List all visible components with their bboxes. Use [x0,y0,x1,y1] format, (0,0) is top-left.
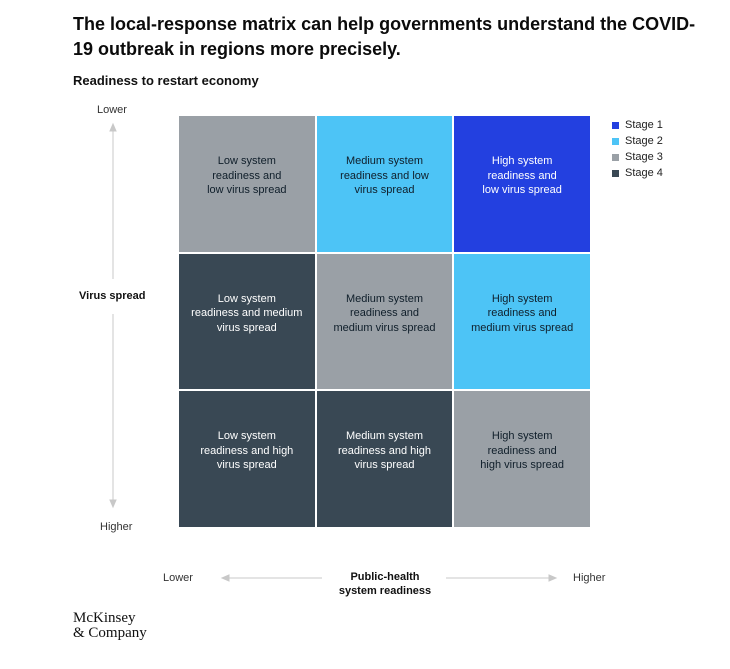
matrix-cell-label: Low system readiness and medium virus sp… [191,292,303,334]
matrix-cell-r3-c2: Medium system readiness and high virus s… [316,391,453,527]
legend-swatch [612,137,619,145]
legend-label: Stage 2 [625,135,663,147]
x-axis-left-label: Lower [163,572,193,584]
matrix-cell-r2-c2: Medium system readiness and medium virus… [316,253,453,390]
matrix-cell-label: High system readiness and medium virus s… [471,292,574,334]
x-axis-title-line2: system readiness [338,585,432,597]
legend-label: Stage 3 [625,151,663,163]
legend-item-stage-3: Stage 3 [612,149,663,165]
legend: Stage 1 Stage 2 Stage 3 Stage 4 [612,117,663,181]
matrix-cell-label: Low system readiness and high virus spre… [200,430,294,472]
legend-swatch [612,153,619,161]
brand-logo: McKinsey & Company [73,611,147,641]
matrix-cell-r1-c1: Low system readiness and low virus sprea… [179,116,315,252]
y-axis-up-arrow-icon [109,122,117,132]
legend-swatch [612,169,619,177]
y-axis-title: Virus spread [79,290,146,302]
y-axis-top-label: Lower [97,104,127,116]
legend-label: Stage 4 [625,167,663,179]
x-axis-right-label: Higher [573,572,606,584]
matrix-cell-r2-c3: High system readiness and medium virus s… [454,253,590,390]
legend-item-stage-4: Stage 4 [612,165,663,181]
matrix-cell-label: Medium system readiness and high virus s… [338,430,431,472]
legend-label: Stage 1 [625,119,663,131]
matrix-cell-r1-c2: Medium system readiness and low virus sp… [316,116,453,252]
brand-line-1: McKinsey [73,610,136,626]
brand-line-2: & Company [73,625,147,641]
matrix-cell-r3-c3: High system readiness and high virus spr… [454,391,590,527]
matrix-cell-r3-c1: Low system readiness and high virus spre… [179,391,315,527]
page-title: The local-response matrix can help gover… [73,14,696,59]
x-axis-left-arrow-icon [220,574,230,582]
x-axis-right-arrow-icon [548,574,558,582]
legend-item-stage-1: Stage 1 [612,117,663,133]
y-axis-bottom-label: Higher [100,521,133,533]
y-axis-down-arrow-icon [109,499,117,509]
matrix-cell-label: Low system readiness and low virus sprea… [207,155,287,196]
legend-item-stage-2: Stage 2 [612,133,663,149]
x-axis-title: Public-health system readiness [330,570,440,598]
matrix-cell-label: Medium system readiness and low virus sp… [340,155,429,196]
chart-subtitle: Readiness to restart economy [73,73,259,88]
matrix-cell-label: High system readiness and low virus spre… [482,155,562,196]
legend-swatch [612,121,619,129]
matrix-cell-label: Medium system readiness and medium virus… [333,292,436,334]
matrix-cell-r1-c3: High system readiness and low virus spre… [454,116,590,252]
matrix-cell-r2-c1: Low system readiness and medium virus sp… [179,253,315,390]
x-axis-title-line1: Public-health [350,571,420,583]
matrix-cell-label: High system readiness and high virus spr… [480,430,565,472]
response-matrix: Low system readiness and low virus sprea… [179,116,590,527]
